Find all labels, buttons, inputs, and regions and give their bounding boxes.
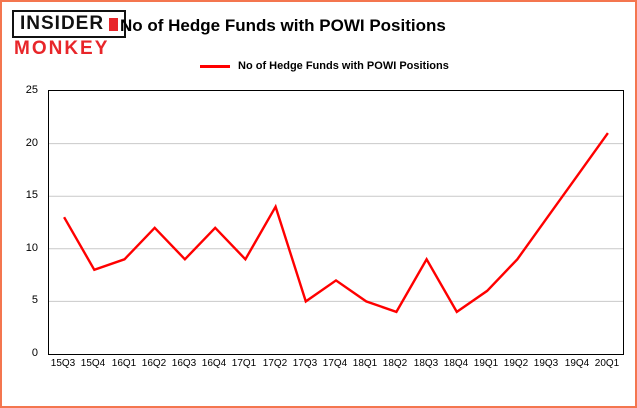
y-tick-label: 10	[25, 242, 38, 254]
x-tick-label: 19Q4	[564, 358, 590, 369]
hedge-fund-line-chart	[49, 132, 623, 314]
x-tick-label: 16Q3	[171, 358, 197, 369]
x-tick-label: 17Q3	[292, 358, 318, 369]
x-tick-label: 18Q1	[352, 358, 378, 369]
series-line	[63, 132, 609, 314]
logo-box: INSIDER	[12, 10, 127, 38]
x-tick-label: 18Q2	[382, 358, 408, 369]
x-tick-label: 19Q2	[503, 358, 529, 369]
x-tick-label: 19Q3	[533, 358, 559, 369]
x-tick-label: 17Q2	[262, 358, 288, 369]
y-tick-label: 25	[25, 84, 38, 96]
x-tick-label: 15Q4	[80, 358, 106, 369]
x-tick-label: 16Q2	[141, 358, 167, 369]
y-tick-label: 20	[25, 137, 38, 149]
x-tick-label: 18Q3	[413, 358, 439, 369]
legend-line-swatch	[200, 64, 230, 68]
insider-monkey-logo: INSIDER MONKEY	[12, 10, 127, 59]
x-tick-label: 19Q1	[473, 358, 499, 369]
logo-text-insider: INSIDER	[20, 13, 105, 34]
x-tick-label: 18Q4	[443, 358, 469, 369]
x-tick-label: 16Q1	[111, 358, 137, 369]
plot-area	[48, 90, 624, 355]
x-axis-labels: 15Q3 15Q4 16Q1 16Q2 16Q3 16Q4 17Q1 17Q2 17Q3 17Q4…	[48, 358, 622, 372]
chart-title: No of Hedge Funds with POWI Positions	[120, 16, 446, 35]
logo-red-block-icon	[109, 17, 119, 31]
y-axis-labels: 0 5 10 15 20 25	[2, 84, 42, 359]
x-tick-label: 17Q4	[322, 358, 348, 369]
x-tick-label: 16Q4	[201, 358, 227, 369]
legend-label: No of Hedge Funds with POWI Positions	[238, 60, 449, 72]
chart-legend: No of Hedge Funds with POWI Positions	[200, 60, 449, 72]
y-tick-label: 5	[31, 294, 38, 306]
x-tick-label: 20Q1	[594, 358, 620, 369]
x-tick-label: 15Q3	[50, 358, 76, 369]
y-tick-label: 0	[31, 347, 38, 359]
logo-text-monkey: MONKEY	[14, 38, 110, 59]
x-tick-label: 17Q1	[231, 358, 257, 369]
y-tick-label: 15	[25, 189, 38, 201]
